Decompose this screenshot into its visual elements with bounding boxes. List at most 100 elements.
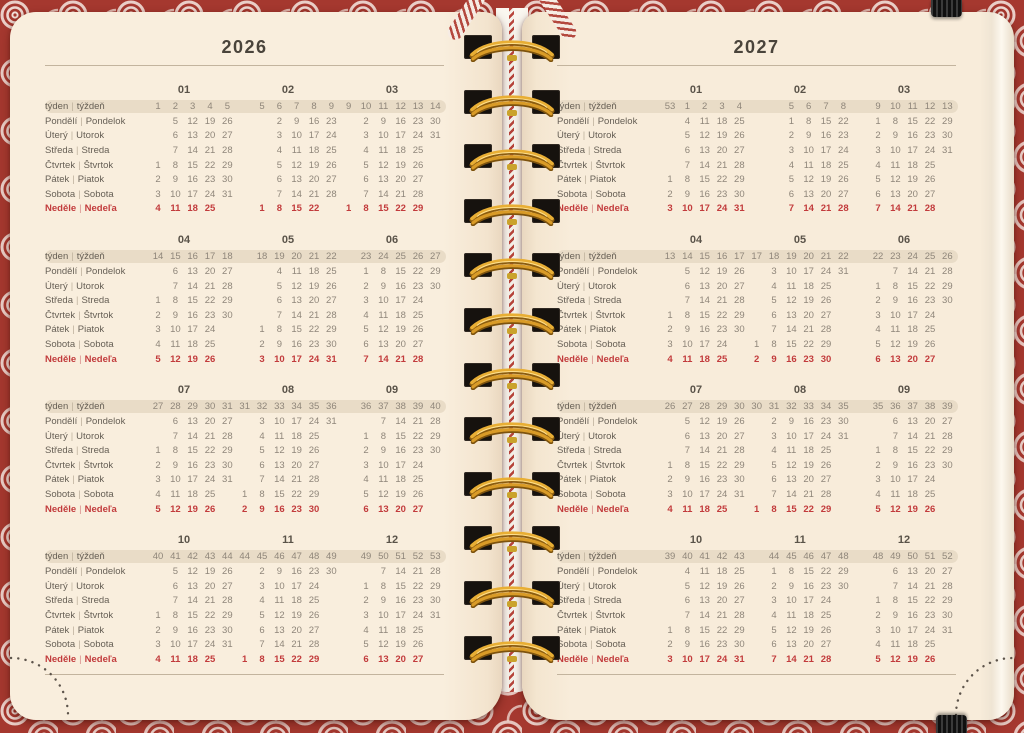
day-cell: 11	[378, 624, 389, 636]
label-separator: |	[583, 100, 586, 112]
spiral-loop	[464, 35, 560, 62]
day-cell	[661, 295, 678, 306]
day-cell: 20	[395, 338, 406, 350]
day-cell	[835, 281, 852, 292]
label-slovak: Pondelok	[85, 416, 126, 428]
label-slovak: Sobota	[595, 489, 626, 501]
label-czech: Úterý	[557, 130, 580, 142]
day-cell: 21	[204, 280, 216, 292]
month-columns: 5 12 19 26	[236, 610, 340, 621]
label-separator: |	[591, 653, 594, 665]
day-cell	[748, 295, 765, 306]
month-number-header: 11	[794, 534, 806, 547]
binding-wire-upper	[470, 149, 554, 166]
day-cell: 18	[907, 639, 918, 651]
month-columns: 5 12 19 26	[748, 295, 852, 306]
day-cell: 12	[274, 610, 285, 622]
day-row-úterý: Úterý | Utorok 5 12 19 26 2 9 16 23 30 7 14 21 28	[557, 579, 956, 594]
day-cell: 9	[172, 174, 178, 186]
day-cell: 11	[803, 159, 814, 171]
day-cell: 16	[820, 130, 832, 142]
week-row-band	[557, 549, 958, 564]
day-cell: 27	[412, 653, 424, 665]
day-cell: 28	[222, 280, 233, 292]
month-columns: 6 13 20 27	[852, 566, 956, 577]
day-cell: 28	[326, 309, 337, 321]
day-cell: 11	[170, 489, 181, 501]
day-cell: 15	[187, 159, 198, 171]
label-czech: Pátek	[45, 324, 70, 336]
day-cell: 16	[187, 624, 198, 636]
week-number-cell: 3	[719, 100, 725, 112]
day-cell: 5	[363, 489, 369, 501]
week-number-cell: 19	[786, 250, 797, 262]
day-cell: 13	[187, 580, 198, 592]
day-cell: 12	[803, 174, 814, 186]
day-cell: 18	[803, 280, 814, 292]
day-cell	[835, 295, 852, 306]
day-cell	[236, 474, 253, 485]
month-columns: 7 14 21 28	[340, 566, 444, 577]
day-cell: 4	[259, 430, 265, 442]
day-cell: 17	[699, 653, 710, 665]
day-cell: 2	[875, 610, 881, 622]
day-cell: 18	[907, 489, 918, 501]
month-number-header: 02	[793, 84, 807, 96]
week-number-cell: 49	[890, 550, 901, 562]
week-label: týden | týždeň	[557, 551, 644, 562]
label-slovak: Sobota	[83, 489, 114, 501]
label-slovak: týždeň	[588, 100, 617, 112]
quarter-row-4: 10 11 12 týden | týždeň 40 41 42 43 44 44 45 46 47 48 49…	[45, 526, 446, 666]
day-label: Pátek | Piatok	[45, 324, 132, 335]
label-slovak: Sobota	[83, 639, 114, 651]
label-czech: Sobota	[557, 338, 588, 350]
label-separator: |	[582, 580, 586, 592]
month-columns: 6 13 20 27	[748, 310, 852, 321]
day-cell: 20	[716, 595, 728, 607]
day-cell	[236, 610, 253, 621]
label-separator: |	[590, 309, 593, 321]
day-cell: 3	[363, 610, 369, 622]
week-number-cell: 21	[820, 250, 832, 262]
wire-connector	[507, 655, 517, 662]
week-number-cell: 51	[924, 550, 936, 562]
day-cell: 30	[308, 503, 320, 515]
day-label: Úterý | Utorok	[45, 281, 132, 292]
week-number-cell: 26	[664, 400, 676, 412]
day-cell: 4	[875, 639, 881, 651]
month-columns: 6 13 20 27	[748, 189, 852, 200]
day-label: Neděle | Nedeľa	[557, 203, 644, 214]
week-number-cell: 38	[924, 400, 936, 412]
day-cell: 13	[699, 430, 710, 442]
day-cell: 18	[395, 624, 406, 636]
day-cell: 25	[412, 144, 424, 156]
day-cell: 17	[699, 338, 710, 350]
day-cell	[748, 431, 765, 442]
day-cell: 1	[875, 445, 881, 457]
month-columns: 1 8 15 22 29	[852, 281, 956, 292]
day-cell: 10	[378, 610, 389, 622]
label-czech: Sobota	[45, 188, 76, 200]
day-cell: 26	[924, 174, 936, 186]
day-cell: 29	[430, 430, 441, 442]
label-czech: týden	[557, 100, 581, 112]
day-cell	[253, 295, 270, 306]
day-cell: 24	[204, 639, 216, 651]
week-number-cell: 5	[259, 100, 265, 112]
day-cell: 3	[875, 474, 881, 486]
month-columns: 3 10 17 24 31	[340, 130, 444, 141]
day-cell: 10	[786, 265, 797, 277]
week-number-cell: 4	[736, 100, 742, 112]
day-cell: 13	[907, 566, 918, 578]
week-number-row: týden | týždeň 53 1 2 3 4 5 6 7 8 9 10 11 12 13	[557, 98, 958, 114]
week-label: týden | týždeň	[45, 401, 132, 412]
month-columns: 4 11 18 25	[748, 281, 852, 292]
week-number-cell: 5	[788, 100, 794, 112]
day-cell: 19	[291, 445, 302, 457]
day-cell	[340, 145, 357, 156]
label-czech: Pátek	[45, 624, 70, 636]
day-cell: 19	[716, 580, 728, 592]
label-slovak: Pondelok	[85, 265, 126, 277]
day-cell: 31	[838, 430, 849, 442]
month-columns: 4 11 18 25	[340, 625, 444, 636]
